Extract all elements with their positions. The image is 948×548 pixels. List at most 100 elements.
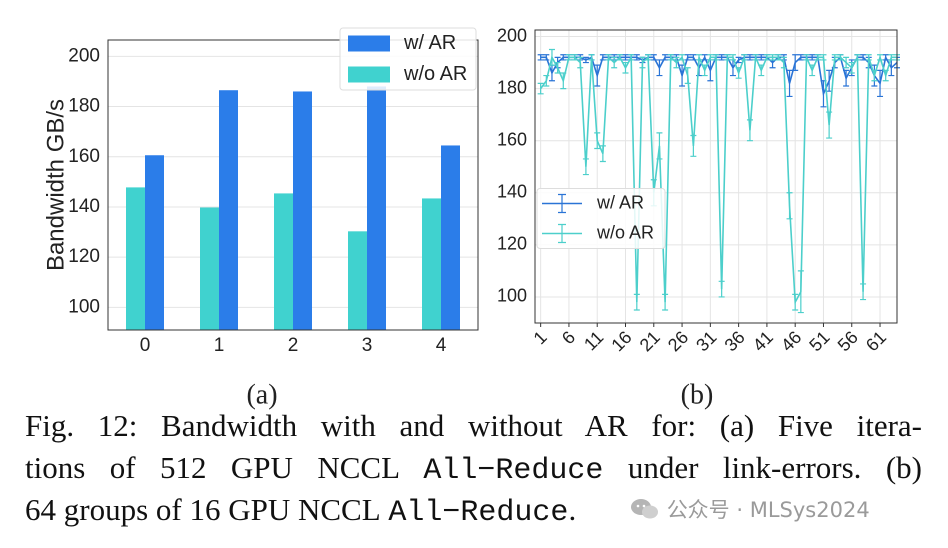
legend-swatch [558,193,566,214]
caption-code: All−Reduce [423,454,604,488]
bar [441,145,460,330]
error-bar [735,67,742,79]
y-tick-label: 200 [68,45,100,66]
caption-text: 64 groups of 16 GPU NCCL [25,492,381,527]
y-tick-label: 120 [68,246,100,267]
error-bar [797,54,804,61]
error-bar [877,54,884,61]
error-bar [684,67,691,84]
error-bar [792,54,799,71]
x-tick-label: 16 [607,327,635,355]
error-bar [871,69,878,82]
y-tick-label: 160 [497,129,527,149]
error-bar [543,54,550,61]
error-bar [548,48,555,66]
y-tick-label: 200 [497,25,527,45]
y-tick-label: 140 [497,182,527,202]
x-tick-label: 2 [288,335,299,356]
error-bar [718,280,725,298]
caption-code: All−Reduce [388,496,569,530]
error-bar [837,54,844,61]
caption-line: Fig. 12: Bandwidth with and without AR f… [25,408,922,444]
caption-text: tions of 512 GPU NCCL [25,450,399,485]
x-tick-label: 1 [530,327,551,348]
error-bar [843,56,850,69]
error-bar [656,59,663,77]
error-bar [826,111,833,139]
x-tick-label: 6 [558,327,579,348]
plot-frame [107,39,479,331]
error-bar [605,54,612,61]
error-bar [758,54,765,61]
error-bar [860,54,867,61]
error-bar [656,132,663,160]
x-tick-label: 4 [436,335,447,356]
legend-swatch [348,66,390,83]
caption-text: . [568,492,577,527]
error-bar [622,54,629,61]
error-bar [599,54,606,61]
error-bar [537,54,544,61]
error-bar [662,293,669,311]
error-bar [814,54,821,61]
y-tick-label: 180 [497,77,527,97]
error-bar [763,54,770,61]
error-bar [882,54,889,61]
error-bar [673,56,680,69]
error-bar [650,54,657,61]
caption-text: Fig. 12: Bandwidth with and without AR f… [25,408,922,443]
error-bar [831,54,838,61]
error-bar [616,54,623,61]
error-bar [577,56,584,69]
bar [126,187,145,330]
error-bar [888,54,895,61]
error-bar [758,64,765,77]
error-bar [826,69,833,92]
error-bar [560,72,567,90]
x-tick-label: 21 [636,327,664,355]
error-bar [554,61,561,74]
error-bar [786,192,793,220]
legend-label: w/o AR [403,63,467,85]
error-bar [877,69,884,98]
x-tick-label: 36 [721,327,749,355]
error-bar [582,56,589,64]
error-bar [752,54,759,61]
error-bar [843,69,850,87]
error-bar [713,54,719,61]
error-bar [860,283,867,301]
legend-swatch [558,223,566,244]
x-tick-label: 31 [692,327,720,355]
error-bar [560,54,567,61]
subplot-label: (b) [681,379,714,410]
error-bar [746,54,753,61]
y-axis-label: Bandwidth GB/s [42,99,69,271]
error-bar [543,74,550,87]
x-tick-label: 61 [862,327,890,355]
x-tick-label: 1 [214,335,225,356]
caption-line: 64 groups of 16 GPU NCCL All−Reduce. [25,492,922,530]
error-bar [633,54,640,61]
legend-label: w/ AR [403,32,456,54]
error-bar [809,64,816,77]
error-bar [599,145,606,163]
error-bar [633,293,640,311]
error-bar [571,54,578,61]
figure: 100 120 140 160 180 200 0 1 2 3 4 Bandwidth GB/s (a)… [42,25,900,410]
error-bar [741,54,748,61]
bar [200,207,219,330]
x-tick-label: 41 [749,327,777,355]
error-bar [882,69,889,82]
plot-frame [534,29,898,324]
legend-label: w/o AR [596,222,654,242]
watermark: 公众号 · MLSys2024 [630,494,870,524]
series-line [540,54,897,306]
x-tick-label: 26 [664,327,692,355]
x-tick-label: 56 [834,327,862,355]
watermark-icon [631,499,658,519]
error-bar [865,54,872,61]
y-tick-label: 100 [68,296,100,317]
error-bar [662,54,669,61]
error-bar [809,54,816,61]
x-tick-label: 46 [777,327,805,355]
